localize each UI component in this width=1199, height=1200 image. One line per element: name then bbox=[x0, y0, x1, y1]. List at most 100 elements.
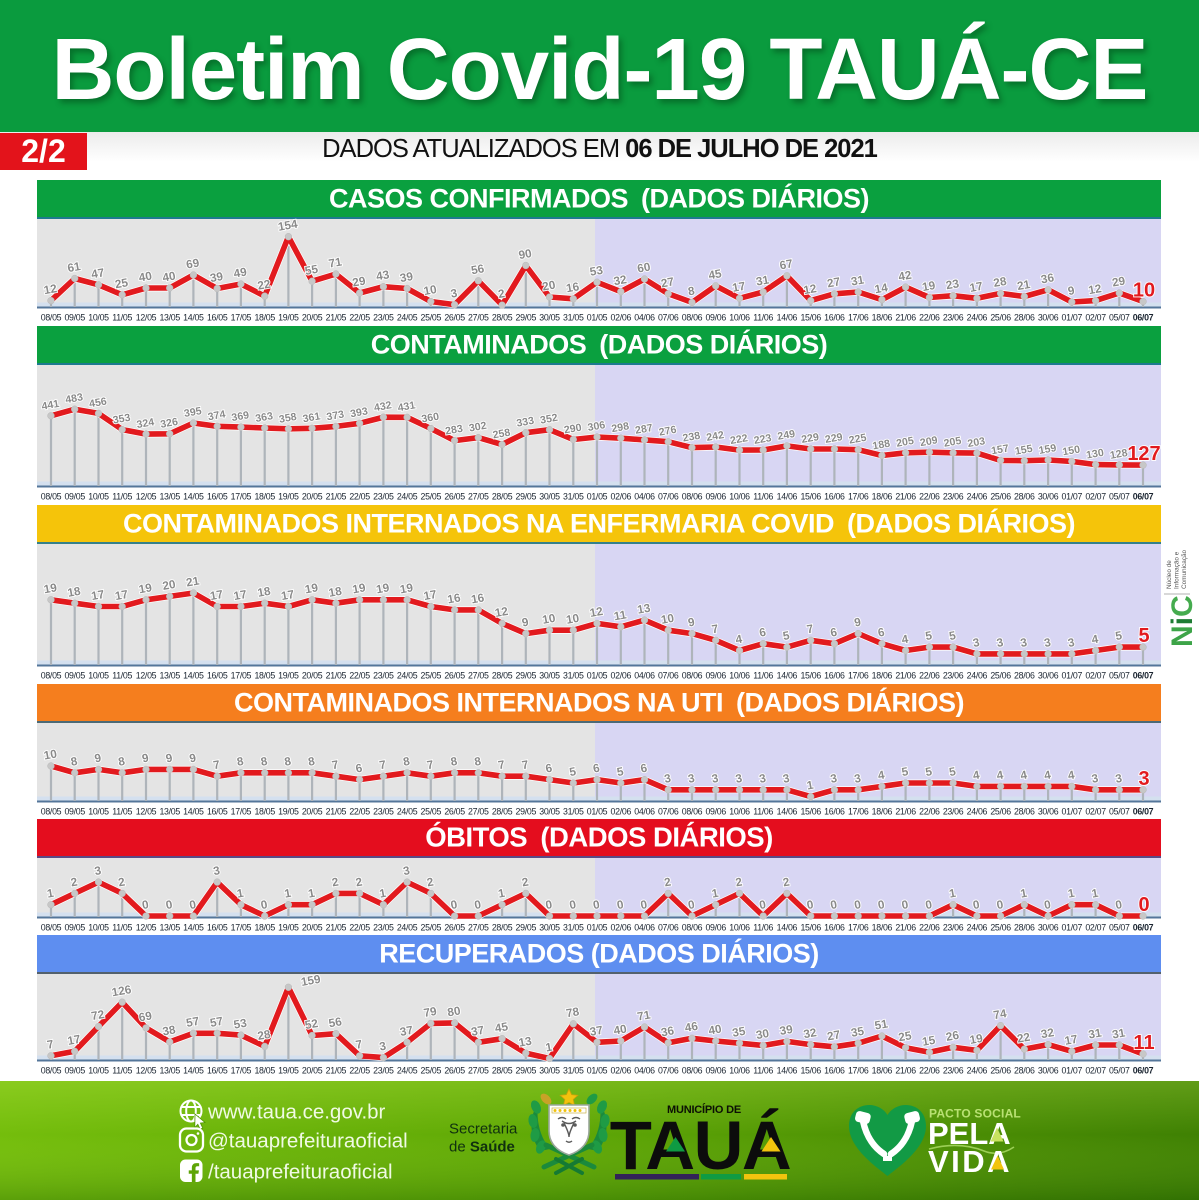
svg-text:10: 10 bbox=[43, 746, 59, 762]
svg-text:16/06: 16/06 bbox=[824, 671, 845, 681]
svg-text:40: 40 bbox=[161, 268, 177, 284]
svg-text:24/06: 24/06 bbox=[967, 313, 988, 323]
svg-text:24/06: 24/06 bbox=[967, 923, 988, 933]
svg-text:06/07: 06/07 bbox=[1133, 1066, 1154, 1076]
svg-text:01/05: 01/05 bbox=[587, 313, 608, 323]
svg-text:1: 1 bbox=[1019, 886, 1028, 901]
svg-text:21: 21 bbox=[185, 573, 201, 589]
svg-text:8: 8 bbox=[402, 754, 411, 769]
svg-text:22/05: 22/05 bbox=[349, 313, 370, 323]
svg-text:19/05: 19/05 bbox=[278, 807, 299, 817]
svg-text:31/05: 31/05 bbox=[563, 807, 584, 817]
svg-text:6: 6 bbox=[877, 625, 886, 640]
svg-text:21/05: 21/05 bbox=[326, 492, 347, 502]
svg-text:4: 4 bbox=[1043, 767, 1052, 782]
svg-text:31/05: 31/05 bbox=[563, 923, 584, 933]
svg-text:2: 2 bbox=[782, 874, 791, 889]
svg-text:22/05: 22/05 bbox=[349, 492, 370, 502]
svg-text:5: 5 bbox=[782, 628, 791, 643]
svg-text:19/05: 19/05 bbox=[278, 313, 299, 323]
svg-text:02/07: 02/07 bbox=[1085, 671, 1106, 681]
svg-text:0: 0 bbox=[1043, 897, 1052, 912]
svg-text:130: 130 bbox=[1085, 447, 1105, 462]
svg-text:17/05: 17/05 bbox=[231, 923, 252, 933]
svg-text:24/06: 24/06 bbox=[967, 1066, 988, 1076]
svg-text:20/05: 20/05 bbox=[302, 492, 323, 502]
svg-text:28: 28 bbox=[992, 274, 1008, 290]
svg-text:16/06: 16/06 bbox=[824, 807, 845, 817]
svg-text:3: 3 bbox=[212, 863, 221, 878]
svg-text:22/06: 22/06 bbox=[919, 313, 940, 323]
svg-text:28/06: 28/06 bbox=[1014, 1066, 1035, 1076]
svg-text:17/06: 17/06 bbox=[848, 671, 869, 681]
svg-text:23/06: 23/06 bbox=[943, 313, 964, 323]
svg-text:9: 9 bbox=[687, 615, 696, 630]
svg-text:3: 3 bbox=[1043, 635, 1052, 650]
svg-text:22/06: 22/06 bbox=[919, 923, 940, 933]
svg-text:06/07: 06/07 bbox=[1133, 492, 1154, 502]
svg-text:39: 39 bbox=[209, 269, 225, 285]
svg-text:8: 8 bbox=[117, 754, 126, 769]
svg-text:431: 431 bbox=[397, 399, 417, 414]
svg-text:7: 7 bbox=[331, 757, 340, 772]
svg-text:29: 29 bbox=[351, 273, 367, 289]
svg-text:0: 0 bbox=[924, 897, 933, 912]
svg-text:3: 3 bbox=[93, 863, 102, 878]
svg-text:25/06: 25/06 bbox=[990, 923, 1011, 933]
svg-text:249: 249 bbox=[777, 428, 797, 443]
svg-text:NiC: NiC bbox=[1166, 595, 1196, 647]
svg-text:0: 0 bbox=[877, 897, 886, 912]
svg-text:13/05: 13/05 bbox=[159, 313, 180, 323]
svg-text:Núcleo de: Núcleo de bbox=[1166, 560, 1173, 589]
svg-text:10/06: 10/06 bbox=[729, 492, 750, 502]
svg-text:25/06: 25/06 bbox=[990, 671, 1011, 681]
svg-text:3: 3 bbox=[829, 771, 838, 786]
svg-text:11/05: 11/05 bbox=[112, 807, 132, 817]
svg-text:17: 17 bbox=[1063, 1032, 1079, 1048]
svg-text:09/05: 09/05 bbox=[64, 923, 85, 933]
svg-text:10/05: 10/05 bbox=[88, 923, 109, 933]
svg-text:11/05: 11/05 bbox=[112, 1066, 132, 1076]
svg-text:02/07: 02/07 bbox=[1085, 923, 1106, 933]
svg-text:28/06: 28/06 bbox=[1014, 313, 1035, 323]
svg-text:40: 40 bbox=[138, 268, 154, 284]
svg-text:28/06: 28/06 bbox=[1014, 807, 1035, 817]
svg-text:1: 1 bbox=[236, 886, 245, 901]
svg-text:27/05: 27/05 bbox=[468, 313, 489, 323]
svg-text:08/06: 08/06 bbox=[682, 313, 703, 323]
svg-text:2: 2 bbox=[734, 874, 743, 889]
svg-text:23/05: 23/05 bbox=[373, 492, 394, 502]
svg-text:8: 8 bbox=[283, 754, 292, 769]
svg-text:290: 290 bbox=[563, 422, 583, 437]
svg-text:7: 7 bbox=[806, 621, 815, 636]
svg-text:09/05: 09/05 bbox=[64, 807, 85, 817]
svg-text:205: 205 bbox=[943, 435, 963, 450]
svg-text:27: 27 bbox=[660, 274, 676, 290]
svg-text:16/05: 16/05 bbox=[207, 1066, 228, 1076]
svg-text:21/05: 21/05 bbox=[326, 923, 347, 933]
svg-text:30: 30 bbox=[755, 1026, 771, 1042]
svg-text:395: 395 bbox=[183, 405, 203, 420]
svg-text:18/06: 18/06 bbox=[872, 671, 893, 681]
svg-text:ÓBITOS (DADOS DIÁRIOS): ÓBITOS (DADOS DIÁRIOS) bbox=[425, 822, 773, 853]
svg-text:09/06: 09/06 bbox=[705, 923, 726, 933]
svg-text:11/06: 11/06 bbox=[753, 1066, 773, 1076]
svg-text:3: 3 bbox=[1067, 635, 1076, 650]
svg-text:9: 9 bbox=[93, 750, 102, 765]
svg-text:7: 7 bbox=[354, 1037, 363, 1052]
svg-text:09/05: 09/05 bbox=[64, 671, 85, 681]
svg-text:16: 16 bbox=[565, 279, 581, 295]
svg-text:26/05: 26/05 bbox=[444, 923, 465, 933]
svg-text:22/05: 22/05 bbox=[349, 1066, 370, 1076]
svg-text:6: 6 bbox=[592, 761, 601, 776]
svg-text:21/06: 21/06 bbox=[895, 807, 916, 817]
svg-text:01/05: 01/05 bbox=[587, 671, 608, 681]
svg-text:04/06: 04/06 bbox=[634, 492, 655, 502]
svg-text:TAUÁ: TAUÁ bbox=[610, 1107, 791, 1184]
svg-text:18/05: 18/05 bbox=[254, 492, 275, 502]
svg-text:19: 19 bbox=[304, 580, 320, 596]
svg-text:8: 8 bbox=[687, 283, 696, 298]
svg-text:05/07: 05/07 bbox=[1109, 923, 1130, 933]
svg-text:324: 324 bbox=[136, 416, 156, 431]
svg-text:20/05: 20/05 bbox=[302, 1066, 323, 1076]
